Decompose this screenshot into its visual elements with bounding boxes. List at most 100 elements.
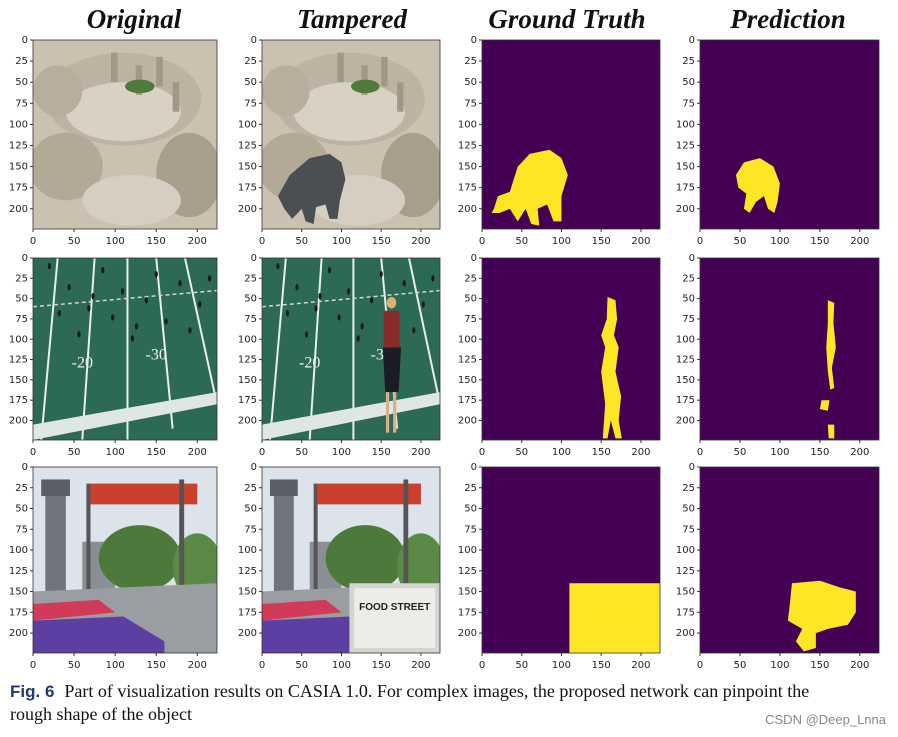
y-tick-label: 25 (682, 56, 695, 67)
shape (178, 279, 182, 287)
x-tick-label: 50 (295, 236, 308, 247)
y-tick-label: 175 (676, 183, 695, 194)
shape (347, 288, 351, 295)
shape (482, 258, 660, 440)
y-tick-label: 0 (251, 462, 257, 473)
panel-image (482, 40, 660, 229)
x-tick-label: 200 (411, 447, 430, 458)
shape (356, 335, 360, 342)
field-line (408, 258, 440, 405)
y-tick-label: 100 (9, 119, 28, 130)
y-tick-label: 200 (676, 628, 695, 639)
y-tick-label: 50 (244, 504, 257, 515)
y-tick-label: 125 (676, 140, 695, 151)
panel-frame (481, 257, 661, 441)
y-tick-label: 125 (9, 140, 28, 151)
x-tick-label: 150 (592, 447, 611, 458)
y-tick-label: 125 (238, 566, 257, 577)
y-tick-label: 50 (682, 504, 695, 515)
shape (826, 300, 836, 390)
x-tick-label: 50 (295, 447, 308, 458)
y-tick-label: 0 (689, 462, 695, 473)
shape (491, 149, 568, 226)
shape (41, 479, 70, 497)
shape (354, 588, 436, 649)
x-tick-label: 100 (770, 447, 789, 458)
x-tick-label: 50 (68, 236, 81, 247)
x-tick-label: 0 (259, 660, 265, 671)
x-tick-label: 100 (106, 236, 125, 247)
shape (317, 483, 421, 505)
panel-image: -20 -30 (33, 258, 217, 440)
shape (327, 266, 332, 274)
panel-frame (699, 466, 880, 654)
shape (111, 314, 115, 321)
image-text: -20 (72, 355, 93, 372)
x-tick-label: 0 (259, 236, 265, 247)
x-tick-label: 50 (515, 660, 528, 671)
shape (381, 56, 388, 87)
shape (700, 258, 879, 440)
shape (360, 323, 364, 330)
shape (431, 275, 435, 282)
y-tick-label: 75 (682, 524, 695, 535)
shape (700, 467, 879, 653)
y-tick-label: 0 (471, 253, 477, 264)
y-tick-label: 200 (458, 628, 477, 639)
y-tick-label: 0 (471, 462, 477, 473)
y-tick-label: 50 (464, 77, 477, 88)
y-tick-label: 50 (464, 294, 477, 305)
y-tick-label: 125 (238, 355, 257, 366)
shape (125, 79, 155, 94)
y-tick-label: 25 (464, 56, 477, 67)
shape (351, 79, 380, 94)
y-tick-label: 100 (676, 334, 695, 345)
y-tick-label: 125 (676, 566, 695, 577)
y-tick-label: 125 (9, 566, 28, 577)
y-tick-label: 100 (458, 334, 477, 345)
y-tick-label: 150 (676, 587, 695, 598)
y-tick-label: 100 (238, 545, 257, 556)
x-tick-label: 200 (411, 660, 430, 671)
y-tick-label: 75 (464, 98, 477, 109)
y-tick-label: 0 (22, 253, 28, 264)
shape (269, 479, 298, 497)
x-tick-label: 200 (188, 660, 207, 671)
shape (87, 305, 91, 312)
y-tick-label: 50 (682, 294, 695, 305)
y-tick-label: 0 (22, 462, 28, 473)
caption-label: Fig. 6 (10, 682, 54, 701)
panel-frame (699, 257, 880, 441)
field-line (40, 258, 59, 440)
shape (111, 52, 118, 83)
y-tick-label: 200 (238, 628, 257, 639)
panel-frame (261, 257, 441, 441)
shape (313, 483, 318, 592)
shape (386, 297, 397, 309)
shape (337, 52, 344, 83)
x-tick-label: 0 (697, 660, 703, 671)
panel-frame (699, 39, 880, 230)
shape (65, 82, 181, 142)
shape (82, 175, 181, 226)
x-tick-label: 200 (188, 236, 207, 247)
shape (318, 292, 322, 300)
x-tick-label: 200 (631, 447, 650, 458)
panel-frame (261, 466, 441, 654)
x-tick-label: 150 (372, 660, 391, 671)
shape (156, 56, 163, 87)
shape (164, 318, 168, 325)
column-title: Prediction (729, 4, 846, 34)
y-tick-label: 75 (15, 314, 28, 325)
y-tick-label: 175 (9, 395, 28, 406)
x-tick-label: 150 (810, 236, 829, 247)
x-tick-label: 100 (770, 236, 789, 247)
y-tick-label: 175 (238, 395, 257, 406)
y-tick-label: 175 (458, 607, 477, 618)
y-tick-label: 50 (15, 504, 28, 515)
x-tick-label: 200 (411, 236, 430, 247)
x-tick-label: 100 (552, 447, 571, 458)
panel-frame (32, 257, 218, 441)
shape (57, 310, 61, 317)
